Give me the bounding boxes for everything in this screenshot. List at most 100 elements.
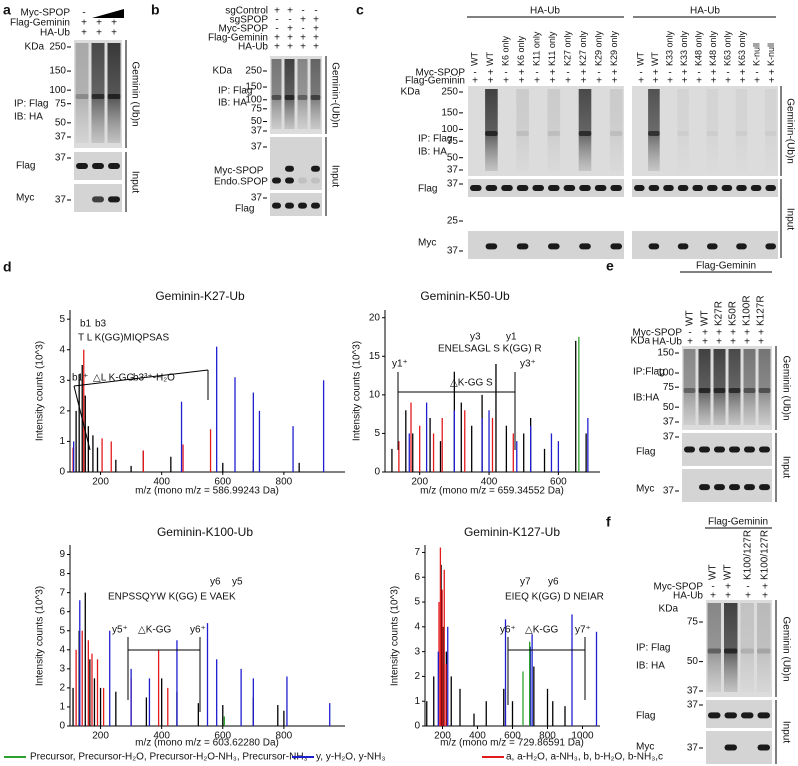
- blot-band: [707, 243, 718, 250]
- y-tick-label: 5: [414, 597, 420, 608]
- chart-title: Geminin-K50-Ub: [420, 289, 510, 303]
- panel-letter: e: [606, 258, 614, 274]
- blot-band: [516, 243, 529, 250]
- condition-sign: +: [653, 68, 659, 79]
- annotation: y6: [548, 577, 559, 588]
- blot-band: [594, 185, 607, 191]
- blot-band: [744, 484, 755, 491]
- y-axis-label: Intensity counts (10^3): [352, 341, 363, 441]
- blot-band: [485, 243, 498, 250]
- blot-smear: [547, 89, 561, 171]
- marker-label: 50: [663, 402, 675, 413]
- blot-band: [92, 196, 104, 203]
- annotation-bracket: [73, 369, 209, 387]
- blot-band: [516, 131, 529, 136]
- column-label: K29 only: [609, 30, 619, 66]
- legend-label: Precursor, Precursor-H₂O, Precursor-H₂O-…: [30, 752, 308, 763]
- input-label: Myc-SPOP: [214, 166, 264, 177]
- y-tick-label: 5: [59, 625, 65, 636]
- condition-sign: +: [710, 591, 716, 602]
- blot-band: [740, 648, 754, 654]
- condition-sign: +: [313, 33, 319, 44]
- condition-sign: +: [550, 76, 556, 87]
- y-tick-label: 7: [59, 587, 65, 598]
- blot-band: [758, 388, 771, 393]
- marker-label: 37: [687, 700, 699, 711]
- ib-label: IB: HA: [218, 98, 247, 109]
- condition-sign: -: [566, 68, 569, 79]
- blot-band: [708, 712, 721, 719]
- section-label: Geminin (Ub)n: [129, 61, 140, 126]
- y-tick-label: 15: [369, 351, 381, 362]
- blot-band: [744, 446, 755, 453]
- y-tick-label: 3: [414, 646, 420, 657]
- section-label: Input: [129, 171, 140, 193]
- section-label: Input: [780, 721, 791, 743]
- blot-band: [684, 446, 695, 453]
- marker-label: 50: [687, 656, 699, 667]
- condition-sign: -: [639, 68, 642, 79]
- column-label: WT: [650, 52, 660, 66]
- annotation: b3³⁺-H₂O: [133, 373, 175, 384]
- condition-label: Flag-Geminin: [405, 76, 465, 87]
- condition-sign: +: [488, 68, 494, 79]
- blot-band: [91, 94, 105, 99]
- column-label: K-null: [766, 43, 776, 66]
- condition-sign: +: [702, 337, 708, 348]
- condition-sign: +: [111, 28, 117, 39]
- condition-label: Myc-SPOP: [21, 8, 71, 19]
- x-axis-label: m/z (mono m/z = 603.62280 Da): [135, 738, 279, 749]
- condition-sign: +: [519, 76, 525, 87]
- blot-band: [516, 185, 529, 191]
- condition-sign: -: [726, 68, 729, 79]
- blot-band: [485, 185, 498, 191]
- chart-title: Geminin-K127-Ub: [464, 525, 560, 539]
- column-label: K6 only: [516, 35, 526, 66]
- y-tick-label: 4: [414, 621, 420, 632]
- annotation: y1⁺: [392, 359, 408, 370]
- blot-band: [297, 95, 308, 100]
- condition-sign: -: [597, 68, 600, 79]
- marker-label: 37: [663, 432, 675, 443]
- blot-band: [757, 712, 770, 719]
- y-tick-label: 4: [59, 644, 65, 655]
- ip-label: IP:Flag: [633, 367, 665, 378]
- blot-smear: [728, 349, 741, 425]
- annotation: b1: [80, 319, 92, 330]
- blot-band: [677, 131, 689, 136]
- condition-sign: +: [769, 76, 775, 87]
- blot-band: [728, 388, 741, 393]
- blot-smear: [297, 59, 308, 129]
- blot-band: [579, 185, 591, 191]
- annotation: EIEQ K(GG) D NEIAR: [505, 592, 604, 603]
- blot-band: [610, 185, 622, 191]
- blot-smear: [310, 59, 321, 129]
- blot-band: [272, 202, 281, 209]
- x-tick-label: 1000: [571, 731, 594, 742]
- blot-smear: [648, 89, 660, 171]
- column-label: WT: [485, 52, 495, 66]
- y-tick-label: 5: [59, 314, 65, 325]
- y-tick-label: 6: [414, 572, 420, 583]
- blot-band: [548, 243, 560, 250]
- y-tick-label: 2: [414, 671, 420, 682]
- blot-band: [706, 131, 719, 136]
- ib-label: IB: HA: [636, 661, 665, 672]
- marker-label: 37: [447, 179, 459, 190]
- blot-background: [632, 179, 778, 197]
- condition-sign: -: [688, 328, 691, 339]
- x-tick-label: 200: [92, 477, 109, 488]
- group-header: HA-Ub: [530, 6, 560, 17]
- marker-label: 75: [251, 103, 263, 114]
- marker-label: 37: [251, 126, 263, 137]
- blot-band: [736, 185, 747, 191]
- column-label: K33 only: [679, 30, 689, 66]
- ip-label: IP: Flag: [636, 643, 670, 654]
- x-tick-label: 200: [92, 731, 109, 742]
- dose-triangle: [92, 9, 124, 18]
- blot-band: [764, 131, 777, 136]
- column-label: K48 only: [693, 30, 703, 66]
- blot-smear: [735, 89, 748, 171]
- condition-sign: -: [473, 68, 476, 79]
- condition-sign: +: [596, 76, 602, 87]
